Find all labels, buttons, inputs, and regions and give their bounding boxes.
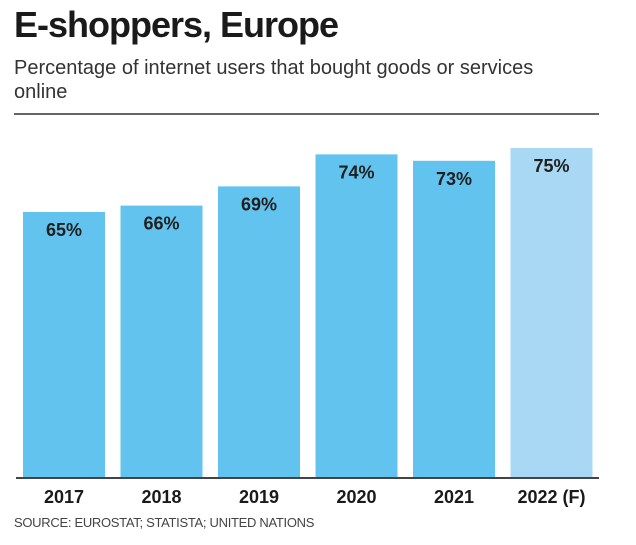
data-label: 75% [533, 156, 569, 176]
chart-subtitle: Percentage of internet users that bought… [14, 57, 534, 103]
x-tick-label: 2018 [141, 487, 181, 507]
chart-title: E-shoppers, Europe [14, 4, 339, 45]
data-label: 65% [46, 220, 82, 240]
bar-2020 [315, 154, 398, 478]
bar-2021 [413, 160, 495, 479]
title-separator [14, 113, 599, 115]
x-tick-label: 2020 [336, 487, 376, 507]
x-tick-label: 2021 [434, 487, 474, 507]
bar-2022-f [510, 148, 593, 478]
data-label: 69% [241, 194, 277, 214]
x-tick-label: 2022 (F) [517, 487, 585, 507]
bar-2019 [218, 186, 300, 478]
data-label: 66% [143, 214, 179, 234]
data-label: 73% [436, 169, 472, 189]
x-tick-label: 2019 [239, 487, 279, 507]
source-note: SOURCE: EUROSTAT; STATISTA; UNITED NATIO… [14, 515, 315, 530]
x-tick-label: 2017 [44, 487, 84, 507]
bar-2018 [120, 205, 203, 478]
bar-2017 [23, 212, 105, 478]
data-label: 74% [338, 162, 374, 182]
